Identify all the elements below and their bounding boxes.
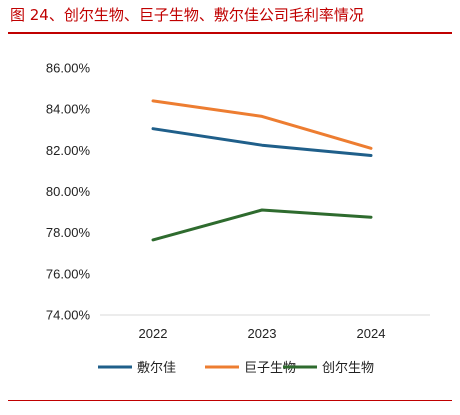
chart-title: 图 24、创尔生物、巨子生物、敷尔佳公司毛利率情况 — [10, 6, 364, 24]
x-tick-label: 2023 — [248, 326, 277, 341]
title-rule — [8, 32, 452, 34]
y-tick-label: 84.00% — [46, 102, 91, 117]
y-axis-ticks: 74.00% 76.00% 78.00% 80.00% 82.00% 84.00% 86.0… — [46, 61, 91, 323]
y-tick-label: 86.00% — [46, 61, 91, 76]
series-line-2 — [151, 208, 373, 242]
y-tick-label: 78.00% — [46, 225, 91, 240]
series-lines — [151, 99, 373, 242]
y-tick-label: 82.00% — [46, 143, 91, 158]
series-line-1 — [151, 99, 373, 150]
x-tick-label: 2022 — [139, 326, 168, 341]
legend-label-1: 巨子生物 — [244, 361, 296, 376]
x-tick-label: 2024 — [357, 326, 386, 341]
legend-label-2: 创尔生物 — [322, 361, 374, 376]
x-axis-ticks: 2022 2023 2024 — [139, 326, 386, 341]
y-tick-label: 76.00% — [46, 266, 91, 281]
footer-rule — [8, 400, 452, 401]
y-tick-label: 80.00% — [46, 184, 91, 199]
series-line-0 — [151, 127, 373, 157]
legend-label-0: 敷尔佳 — [137, 361, 176, 376]
legend: 敷尔佳 巨子生物 创尔生物 — [98, 361, 374, 376]
y-tick-label: 74.00% — [46, 308, 91, 323]
